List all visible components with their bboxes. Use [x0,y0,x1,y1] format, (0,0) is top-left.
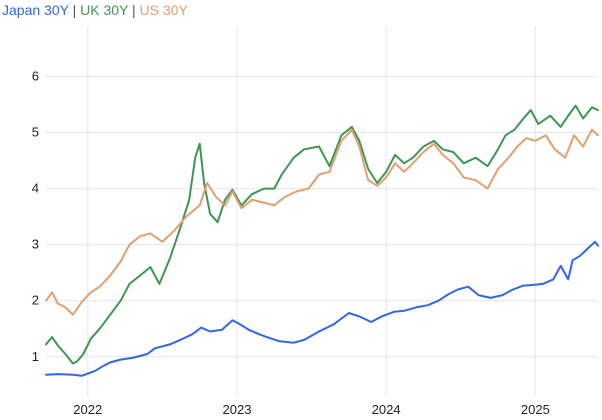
series-line-us-30y [45,128,599,316]
chart-tick-labels: 1 2 3 4 5 6 2022 2023 2024 2025 [32,68,550,417]
y-tick-label: 1 [32,349,39,364]
x-tick-label: 2024 [372,402,401,417]
y-tick-label: 5 [32,125,39,140]
chart-grid [46,26,598,396]
legend-item-japan-30y: Japan 30Y [2,2,69,18]
chart-series-lines [45,104,599,377]
legend-separator: | [68,2,81,18]
y-tick-label: 6 [32,68,39,83]
chart-legend: Japan 30Y | UK 30Y | US 30Y [2,1,188,19]
x-tick-label: 2025 [521,402,550,417]
legend-item-uk-30y: UK 30Y [80,2,129,18]
y-tick-label: 3 [32,237,39,252]
x-tick-label: 2022 [73,402,102,417]
legend-separator: | [128,2,140,18]
series-line-japan-30y [45,240,599,377]
legend-item-us-30y: US 30Y [139,2,188,18]
y-tick-label: 2 [32,293,39,308]
y-tick-label: 4 [32,181,39,196]
series-line-uk-30y [45,104,599,365]
x-tick-label: 2023 [223,402,252,417]
